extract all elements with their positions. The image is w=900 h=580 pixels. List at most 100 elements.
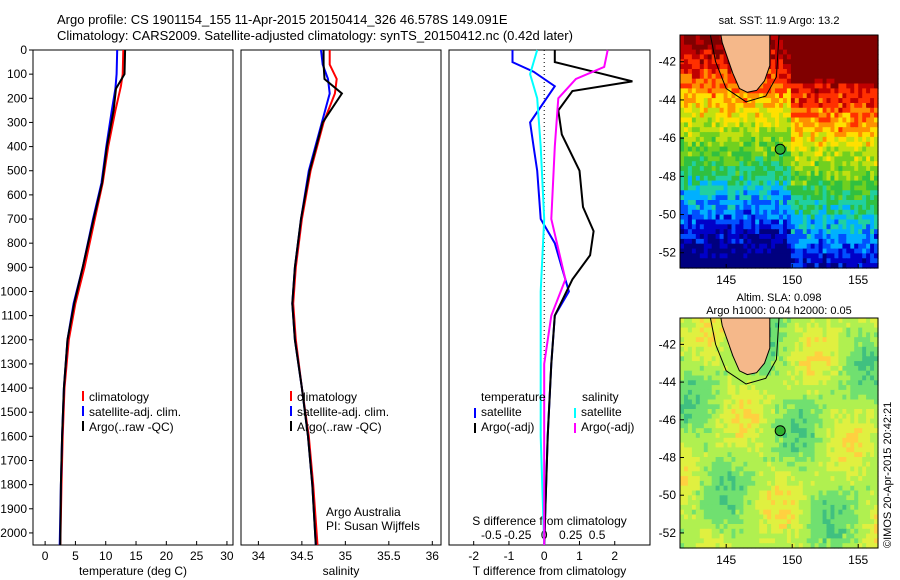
map-cell bbox=[695, 380, 701, 386]
map-cell bbox=[850, 200, 855, 206]
map-cell bbox=[838, 380, 843, 386]
map-cell bbox=[739, 504, 744, 511]
map-cell bbox=[687, 35, 693, 41]
map-cell bbox=[771, 98, 776, 104]
map-cell bbox=[814, 209, 820, 216]
map-cell bbox=[810, 209, 816, 216]
map-cell bbox=[699, 433, 705, 439]
map-cell bbox=[814, 375, 820, 381]
map-cell bbox=[838, 49, 843, 56]
map-cell bbox=[680, 480, 685, 487]
map-cell bbox=[790, 528, 796, 535]
map-cell bbox=[850, 442, 855, 448]
map-cell bbox=[731, 117, 737, 123]
map-cell bbox=[747, 238, 752, 245]
map-cell bbox=[680, 457, 685, 463]
map-cell bbox=[711, 107, 717, 114]
lat-tick-label: -50 bbox=[659, 488, 677, 502]
map-cell bbox=[842, 224, 847, 230]
map-cell bbox=[723, 98, 729, 104]
map-cell bbox=[874, 433, 879, 439]
map-cell bbox=[850, 447, 855, 453]
map-cell bbox=[842, 190, 847, 196]
map-cell bbox=[838, 234, 843, 240]
map-cell bbox=[842, 466, 847, 472]
map-cell bbox=[763, 389, 768, 396]
map-cell bbox=[779, 224, 784, 230]
map-cell bbox=[810, 332, 816, 338]
map-cell bbox=[715, 141, 721, 148]
map-cell bbox=[794, 44, 800, 51]
map-cell bbox=[814, 327, 820, 333]
legend-label: Argo(-adj) bbox=[581, 420, 634, 434]
map-cell bbox=[751, 466, 756, 472]
map-cell bbox=[684, 161, 689, 167]
map-cell bbox=[822, 457, 828, 463]
map-cell bbox=[747, 514, 752, 520]
map-cell bbox=[731, 214, 737, 221]
map-cell bbox=[798, 209, 804, 216]
map-cell bbox=[854, 480, 859, 487]
map-cell bbox=[695, 64, 701, 70]
map-cell bbox=[822, 263, 828, 269]
map-cell bbox=[842, 361, 847, 367]
map-cell bbox=[818, 504, 824, 511]
map-cell bbox=[814, 88, 820, 94]
map-cell bbox=[715, 98, 721, 104]
x-tick-label: 15 bbox=[129, 549, 143, 563]
map-cell bbox=[684, 457, 689, 463]
map-cell bbox=[680, 253, 685, 259]
map-cell bbox=[739, 132, 744, 138]
map-cell bbox=[747, 166, 752, 172]
map-cell bbox=[731, 103, 737, 109]
map-cell bbox=[814, 44, 820, 51]
map-cell bbox=[806, 480, 812, 487]
map-cell bbox=[834, 442, 839, 448]
map-cell bbox=[715, 83, 721, 89]
map-cell bbox=[790, 495, 796, 501]
map-cell bbox=[727, 375, 733, 381]
map-cell bbox=[802, 88, 808, 94]
map-cell bbox=[743, 170, 748, 177]
map-cell bbox=[850, 399, 855, 405]
map-cell bbox=[747, 146, 752, 153]
map-cell bbox=[723, 337, 729, 343]
map-cell bbox=[680, 524, 685, 530]
map-cell bbox=[684, 156, 689, 162]
map-cell bbox=[699, 49, 705, 56]
map-cell bbox=[699, 170, 705, 177]
map-cell bbox=[862, 180, 867, 187]
map-cell bbox=[715, 514, 721, 520]
map-cell bbox=[723, 346, 729, 353]
map-cell bbox=[707, 356, 713, 362]
map-cell bbox=[822, 103, 828, 109]
map-cell bbox=[707, 423, 713, 429]
map-cell bbox=[759, 519, 764, 525]
map-cell bbox=[703, 514, 709, 520]
map-cell bbox=[731, 375, 737, 381]
map-cell bbox=[755, 409, 760, 415]
map-cell bbox=[691, 209, 697, 216]
lat-tick-label: -48 bbox=[659, 451, 677, 465]
map-cell bbox=[846, 112, 851, 119]
map-cell bbox=[874, 509, 879, 516]
x-axis-label: salinity bbox=[323, 564, 360, 578]
map-cell bbox=[783, 461, 788, 468]
map-cell bbox=[731, 370, 737, 377]
map-cell bbox=[711, 224, 717, 230]
map-cell bbox=[850, 122, 855, 128]
map-cell bbox=[699, 219, 705, 225]
map-cell bbox=[802, 447, 808, 453]
map-cell bbox=[715, 409, 721, 415]
map-cell bbox=[838, 54, 843, 60]
map-cell bbox=[684, 180, 689, 187]
map-cell bbox=[747, 485, 752, 492]
map-cell bbox=[715, 180, 721, 187]
map-cell bbox=[846, 399, 851, 405]
map-cell bbox=[759, 93, 764, 99]
map-cell bbox=[751, 380, 756, 386]
map-cell bbox=[723, 442, 729, 448]
map-cell bbox=[798, 428, 804, 434]
map-cell bbox=[790, 234, 796, 240]
map-cell bbox=[755, 514, 760, 520]
